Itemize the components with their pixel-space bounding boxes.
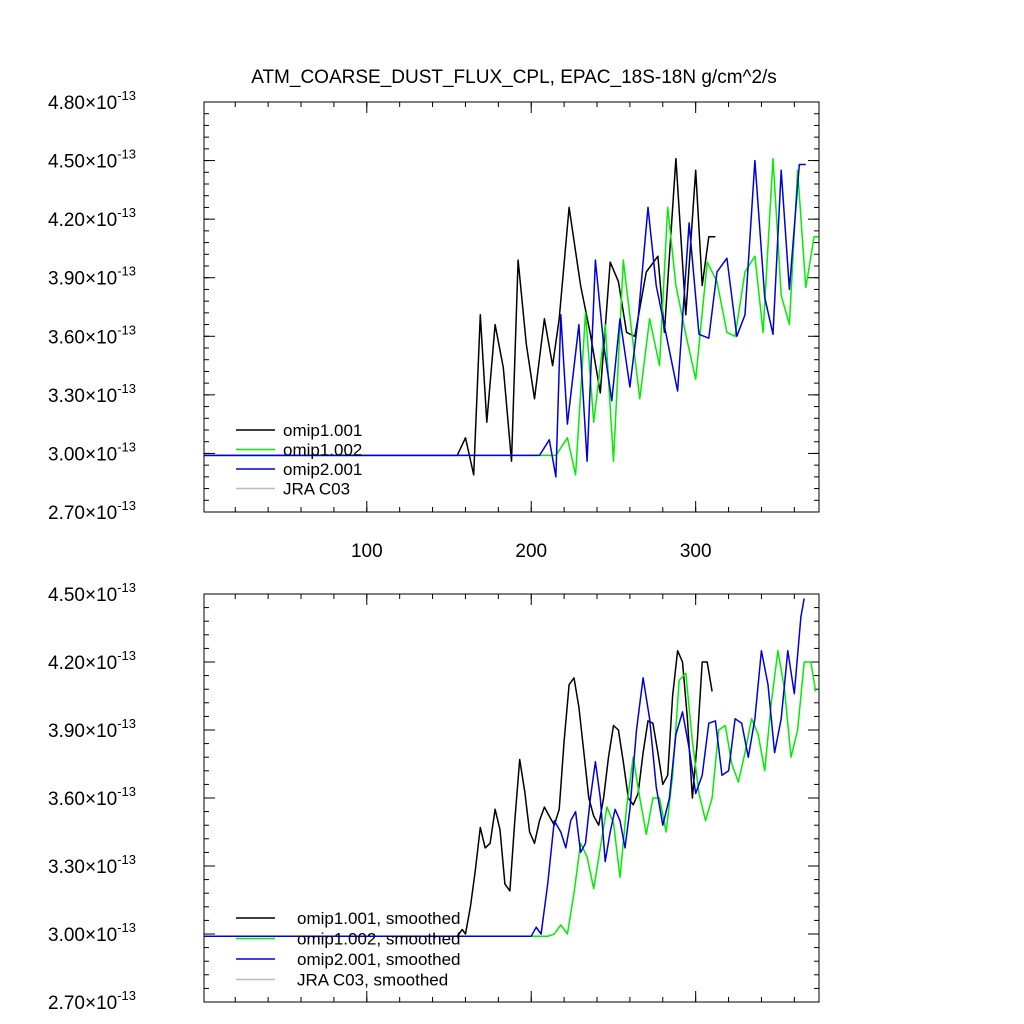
y-tick-label: 4.50×10-13 [48, 147, 136, 173]
y-tick-label: 3.90×10-13 [48, 264, 136, 290]
legend-label: omip1.002 [283, 441, 362, 460]
x-tick-label: 100 [351, 541, 383, 562]
y-tick-label: 4.80×10-13 [48, 88, 136, 114]
legend-label: omip2.001 [283, 460, 362, 479]
bottom-panel: 2.70×10-13 3.00×10-13 3.30×10-13 3.60×10-13… [48, 580, 820, 1014]
series-line-omip1-002-smoothed [204, 649, 817, 938]
y-tick-label: 3.00×10-13 [48, 920, 136, 946]
series-line-omip2-001 [204, 159, 806, 478]
legend-label: omip2.001, smoothed [297, 950, 461, 969]
y-tick-label: 3.60×10-13 [48, 322, 136, 348]
series-line-omip1-001 [204, 157, 716, 476]
top-panel: 100 200 300 2.70×10-13 3.00×10-13 3.30×10-13 3… [48, 88, 820, 562]
plot-frame [203, 593, 820, 1003]
legend-label: JRA C03, smoothed [297, 971, 448, 990]
y-tick-label: 3.90×10-13 [48, 716, 136, 742]
y-tick-label: 3.60×10-13 [48, 784, 136, 810]
y-tick-label: 3.00×10-13 [48, 439, 136, 465]
y-tick-label: 2.70×10-13 [48, 988, 136, 1014]
legend-label: omip1.002, smoothed [297, 930, 461, 949]
series-line-omip2-001-smoothed [204, 598, 805, 938]
legend-label: JRA C03 [283, 480, 350, 499]
y-tick-label: 3.30×10-13 [48, 381, 136, 407]
x-tick-label: 300 [680, 541, 712, 562]
x-tick-label: 200 [515, 541, 547, 562]
series-line-omip1-001-smoothed [204, 649, 713, 938]
plot-frame [203, 101, 820, 513]
y-tick-label: 2.70×10-13 [48, 498, 136, 524]
legend-label: omip1.001 [283, 421, 362, 440]
y-tick-label: 4.20×10-13 [48, 648, 136, 674]
y-tick-label: 4.50×10-13 [48, 580, 136, 606]
y-tick-label: 4.20×10-13 [48, 205, 136, 231]
legend-label: omip1.001, smoothed [297, 909, 461, 928]
chart-title: ATM_COARSE_DUST_FLUX_CPL, EPAC_18S-18N g… [251, 67, 777, 88]
y-tick-label: 3.30×10-13 [48, 852, 136, 878]
series-line-omip1-002 [204, 157, 819, 476]
